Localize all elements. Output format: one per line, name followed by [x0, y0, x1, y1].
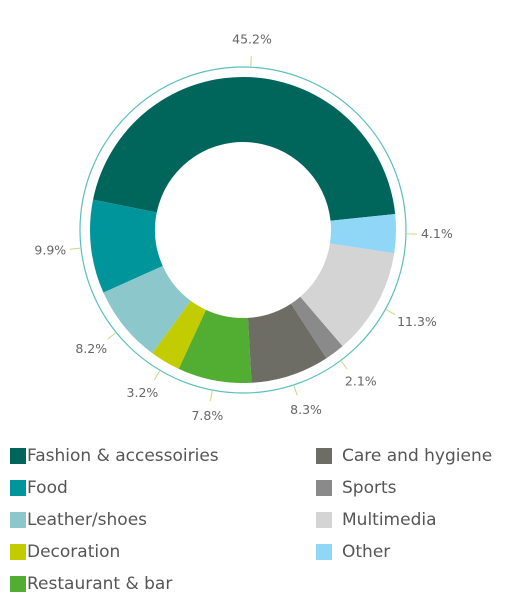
- legend-label: Leather/shoes: [27, 510, 147, 530]
- donut-slice: [103, 266, 191, 354]
- leader-line: [70, 247, 81, 250]
- legend-label: Other: [342, 542, 390, 562]
- donut-slice: [152, 300, 207, 369]
- donut-slice: [93, 76, 396, 221]
- data-label: 9.9%: [34, 243, 66, 258]
- data-label: 7.8%: [191, 408, 223, 423]
- legend-swatch: [316, 480, 332, 496]
- legend-swatch: [10, 480, 26, 496]
- legend-swatch: [10, 544, 26, 560]
- data-label: 2.1%: [345, 374, 377, 389]
- legend-swatch: [316, 544, 332, 560]
- legend-label: Restaurant & bar: [27, 574, 172, 594]
- donut-slice: [291, 296, 343, 359]
- data-label: 8.2%: [75, 341, 107, 356]
- legend-label: Sports: [342, 478, 397, 498]
- donut-slice: [329, 214, 397, 254]
- leader-line: [107, 332, 116, 340]
- data-label: 8.3%: [290, 402, 322, 417]
- leader-line: [293, 385, 298, 396]
- legend-swatch: [316, 512, 332, 528]
- outer-ring: [79, 66, 407, 394]
- leader-line: [154, 370, 160, 381]
- leader-line: [386, 309, 396, 315]
- leader-line: [340, 360, 348, 370]
- data-label: 45.2%: [232, 32, 272, 47]
- legend-swatch: [316, 448, 332, 464]
- legend-label: Decoration: [27, 542, 120, 562]
- data-label: 11.3%: [397, 314, 437, 329]
- donut-slice: [300, 243, 395, 347]
- legend-label: Food: [27, 478, 68, 498]
- legend-swatch: [10, 448, 26, 464]
- donut-slice: [178, 309, 252, 383]
- legend-label: Care and hygiene: [342, 446, 492, 466]
- data-label: 3.2%: [127, 385, 159, 400]
- donut-slice: [90, 199, 163, 293]
- donut-slice: [247, 303, 327, 383]
- legend-label: Multimedia: [342, 510, 437, 530]
- legend-swatch: [10, 512, 26, 528]
- legend-swatch: [10, 576, 26, 592]
- legend-label: Fashion & accessoiries: [27, 446, 219, 466]
- leader-line: [209, 390, 213, 402]
- data-label: 4.1%: [421, 226, 453, 241]
